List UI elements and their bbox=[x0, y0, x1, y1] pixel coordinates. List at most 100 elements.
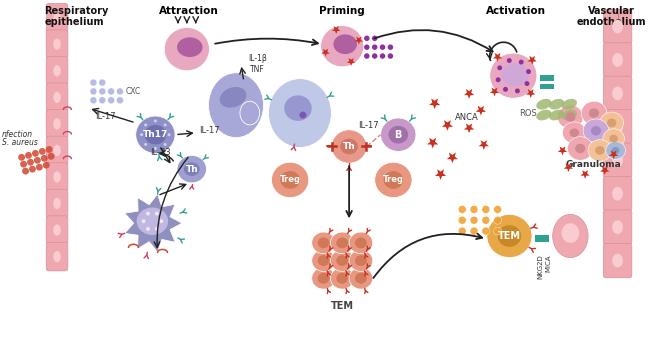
Polygon shape bbox=[527, 56, 537, 65]
Circle shape bbox=[526, 69, 531, 74]
Text: nfection: nfection bbox=[2, 130, 33, 139]
Ellipse shape bbox=[589, 108, 599, 118]
Ellipse shape bbox=[581, 101, 607, 125]
Circle shape bbox=[144, 124, 147, 126]
Circle shape bbox=[99, 97, 105, 104]
Ellipse shape bbox=[612, 20, 623, 33]
Text: ROS: ROS bbox=[519, 108, 537, 118]
Ellipse shape bbox=[53, 251, 61, 262]
Circle shape bbox=[482, 206, 490, 213]
Ellipse shape bbox=[536, 110, 551, 120]
Circle shape bbox=[380, 44, 385, 50]
Ellipse shape bbox=[208, 73, 264, 138]
Ellipse shape bbox=[562, 99, 577, 109]
FancyBboxPatch shape bbox=[46, 163, 68, 191]
Polygon shape bbox=[493, 53, 502, 62]
Ellipse shape bbox=[337, 255, 348, 266]
Ellipse shape bbox=[349, 232, 373, 254]
Ellipse shape bbox=[219, 87, 247, 108]
Circle shape bbox=[525, 81, 529, 86]
Polygon shape bbox=[464, 124, 474, 133]
Circle shape bbox=[142, 219, 146, 223]
Circle shape bbox=[20, 161, 27, 168]
Polygon shape bbox=[490, 88, 499, 96]
Circle shape bbox=[497, 65, 502, 70]
Circle shape bbox=[372, 44, 378, 50]
Text: Th17: Th17 bbox=[143, 130, 168, 139]
Ellipse shape bbox=[268, 78, 331, 147]
FancyBboxPatch shape bbox=[603, 9, 632, 44]
Ellipse shape bbox=[145, 125, 166, 145]
Ellipse shape bbox=[53, 39, 61, 50]
Ellipse shape bbox=[612, 153, 623, 167]
Circle shape bbox=[90, 97, 97, 104]
Circle shape bbox=[515, 88, 520, 93]
Ellipse shape bbox=[562, 122, 586, 144]
Text: S. aureus: S. aureus bbox=[2, 138, 38, 147]
Text: B: B bbox=[395, 130, 402, 140]
Ellipse shape bbox=[135, 116, 175, 153]
Text: IL-17: IL-17 bbox=[359, 121, 379, 130]
Circle shape bbox=[168, 133, 171, 136]
Ellipse shape bbox=[331, 268, 354, 289]
Ellipse shape bbox=[331, 130, 367, 163]
Ellipse shape bbox=[570, 128, 579, 137]
Circle shape bbox=[32, 150, 39, 157]
Polygon shape bbox=[564, 163, 573, 172]
Ellipse shape bbox=[53, 92, 61, 103]
Ellipse shape bbox=[355, 273, 367, 284]
Ellipse shape bbox=[284, 95, 312, 121]
Ellipse shape bbox=[281, 171, 300, 189]
Circle shape bbox=[27, 159, 34, 166]
Circle shape bbox=[117, 88, 124, 95]
Polygon shape bbox=[609, 150, 618, 159]
FancyBboxPatch shape bbox=[46, 57, 68, 85]
Text: ANCA: ANCA bbox=[455, 113, 479, 122]
Circle shape bbox=[41, 155, 48, 162]
Ellipse shape bbox=[333, 34, 357, 54]
Text: TEM: TEM bbox=[498, 231, 521, 241]
Circle shape bbox=[46, 146, 53, 153]
Circle shape bbox=[140, 133, 143, 136]
Text: Treg: Treg bbox=[280, 175, 301, 184]
Polygon shape bbox=[125, 194, 182, 252]
Circle shape bbox=[107, 97, 115, 104]
Ellipse shape bbox=[177, 155, 206, 183]
Ellipse shape bbox=[501, 63, 529, 87]
Bar bbox=[535, 235, 549, 242]
Ellipse shape bbox=[53, 118, 61, 130]
Circle shape bbox=[387, 44, 393, 50]
Circle shape bbox=[387, 53, 393, 59]
Ellipse shape bbox=[565, 112, 575, 122]
Ellipse shape bbox=[349, 250, 373, 271]
Circle shape bbox=[482, 227, 490, 235]
Ellipse shape bbox=[337, 273, 348, 284]
Ellipse shape bbox=[312, 250, 335, 271]
FancyBboxPatch shape bbox=[46, 216, 68, 244]
Ellipse shape bbox=[562, 110, 577, 120]
Circle shape bbox=[155, 227, 159, 231]
Circle shape bbox=[364, 53, 370, 59]
Polygon shape bbox=[427, 138, 438, 149]
Polygon shape bbox=[355, 37, 363, 45]
Ellipse shape bbox=[562, 223, 579, 243]
Circle shape bbox=[90, 79, 97, 86]
Circle shape bbox=[470, 227, 478, 235]
Ellipse shape bbox=[318, 255, 329, 266]
Polygon shape bbox=[558, 146, 567, 155]
Circle shape bbox=[99, 88, 105, 95]
Ellipse shape bbox=[184, 162, 200, 176]
Circle shape bbox=[519, 59, 523, 64]
Text: Th: Th bbox=[186, 165, 198, 174]
Ellipse shape bbox=[606, 142, 626, 159]
Text: NKG2D: NKG2D bbox=[537, 255, 543, 279]
Text: Th: Th bbox=[342, 142, 355, 151]
Circle shape bbox=[380, 53, 385, 59]
Circle shape bbox=[495, 77, 501, 82]
Circle shape bbox=[482, 216, 490, 224]
Circle shape bbox=[43, 162, 49, 169]
Circle shape bbox=[90, 88, 97, 95]
FancyBboxPatch shape bbox=[603, 210, 632, 244]
Ellipse shape bbox=[549, 110, 564, 120]
Circle shape bbox=[99, 79, 105, 86]
